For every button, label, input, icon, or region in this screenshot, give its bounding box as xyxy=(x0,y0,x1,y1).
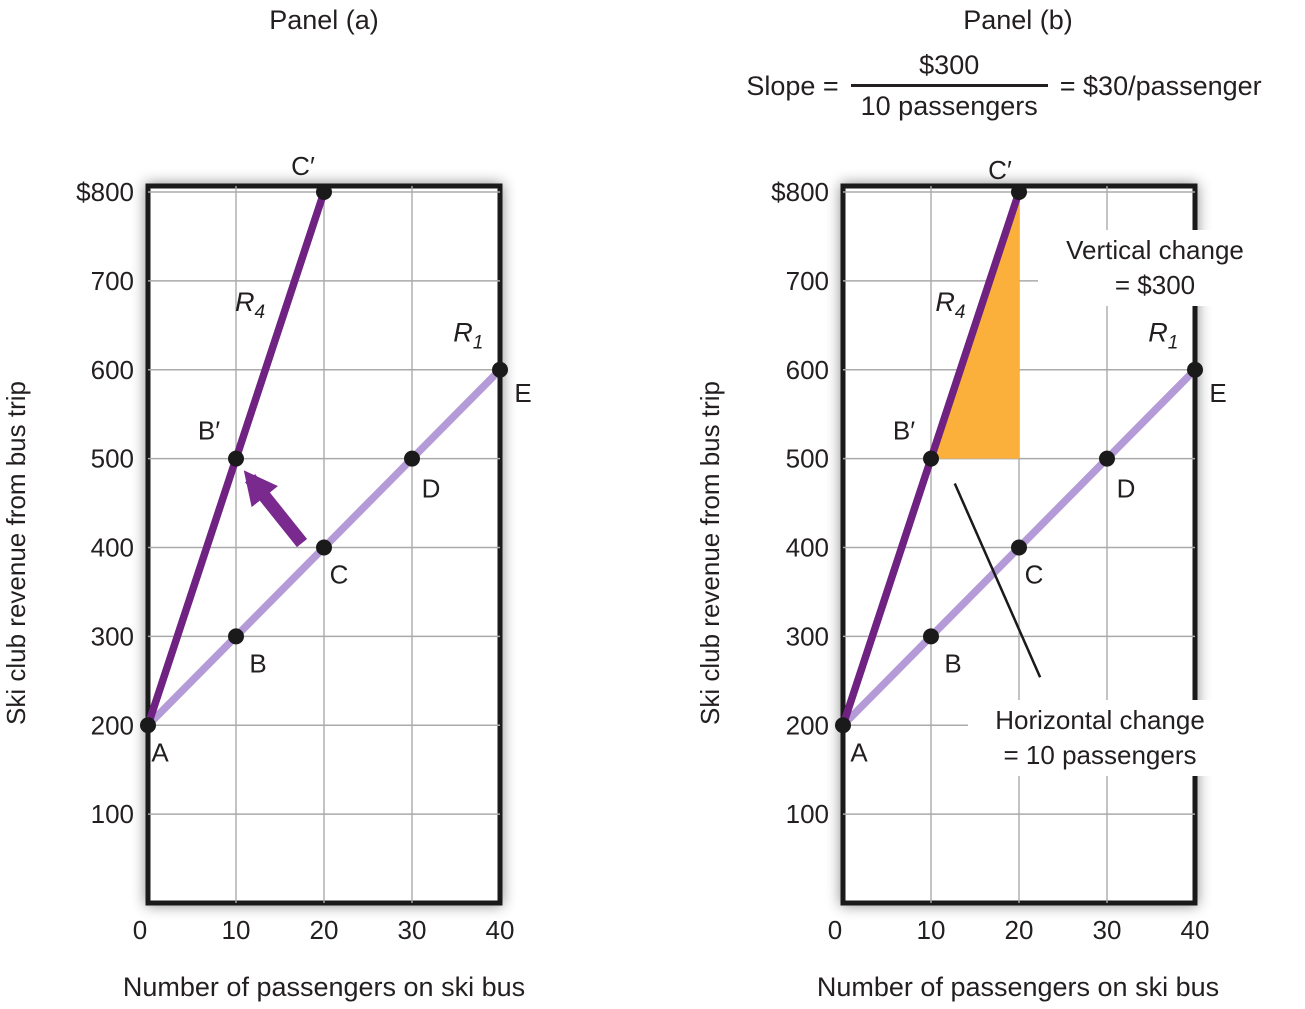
panel-a-title: Panel (a) xyxy=(269,5,379,35)
y-tick-label: 600 xyxy=(91,355,134,385)
y-tick-label: 700 xyxy=(91,266,134,296)
horizontal-change-line1: Horizontal change xyxy=(995,705,1205,735)
point-D xyxy=(1099,450,1115,467)
slope-formula: Slope = $300 10 passengers = $30/passeng… xyxy=(698,50,1305,122)
x-tick-label: 30 xyxy=(1093,915,1122,945)
y-tick-label: 500 xyxy=(91,444,134,474)
point-C′ xyxy=(316,184,332,200)
point-label-A: A xyxy=(850,737,868,767)
point-E xyxy=(1187,361,1203,378)
point-B′ xyxy=(228,450,244,467)
point-B xyxy=(228,628,244,645)
x-tick-label: 0 xyxy=(828,915,842,945)
y-tick-label: 100 xyxy=(91,799,134,829)
point-E xyxy=(492,361,508,378)
point-D xyxy=(404,450,420,467)
point-B′ xyxy=(923,450,939,467)
series-label-R4: R4 xyxy=(935,287,965,323)
point-A xyxy=(835,717,851,734)
point-label-C: C xyxy=(330,560,349,590)
point-label-D: D xyxy=(1117,474,1136,504)
y-tick-label: 600 xyxy=(786,355,829,385)
horizontal-change-pointer-line xyxy=(953,483,1042,678)
vertical-change-line2: = $300 xyxy=(1114,270,1196,301)
vertical-change-callout: Vertical change = $300 xyxy=(1038,230,1272,307)
point-C xyxy=(1011,539,1027,556)
point-A xyxy=(140,717,156,734)
y-tick-label: 500 xyxy=(786,444,829,474)
point-label-B: B xyxy=(944,648,961,678)
y-tick-label: 300 xyxy=(786,621,829,651)
point-label-D: D xyxy=(422,474,441,504)
y-tick-label: $800 xyxy=(76,177,134,207)
x-tick-label: 20 xyxy=(310,915,339,945)
slope-result: = $30/passenger xyxy=(1059,70,1262,101)
y-tick-label: 700 xyxy=(786,266,829,296)
y-tick-label: 100 xyxy=(786,799,829,829)
y-tick-label: 200 xyxy=(786,710,829,740)
y-tick-label: 300 xyxy=(91,621,134,651)
series-label-R1: R1 xyxy=(1148,317,1178,353)
x-tick-label: 40 xyxy=(486,915,515,945)
series-label-R1: R1 xyxy=(453,317,483,353)
x-tick-label: 20 xyxy=(1005,915,1034,945)
slope-fraction: $300 10 passengers xyxy=(850,50,1048,122)
panel-b-x-axis-label: Number of passengers on ski bus xyxy=(816,972,1220,1002)
x-tick-label: 40 xyxy=(1181,915,1210,945)
panel-a-chart: A B C D E R1 B′ C′ R4 100 200 300 400 500 600 700 $800 0 1… xyxy=(76,151,532,945)
point-C′ xyxy=(1011,184,1027,200)
panel-b-y-axis-label: Ski club revenue from bus trip xyxy=(695,381,725,725)
x-tick-label: 30 xyxy=(398,915,427,945)
panel-b-chart: A B C D E R1 B′ C′ R4 100 200 300 400 500 600 700 $800 0 1… xyxy=(771,155,1227,945)
point-label-C′: C′ xyxy=(291,151,315,181)
panel-b-title: Panel (b) xyxy=(963,5,1073,35)
series-label-R4: R4 xyxy=(235,287,265,323)
y-tick-label: $800 xyxy=(771,177,829,207)
y-tick-label: 200 xyxy=(91,710,134,740)
x-tick-label: 0 xyxy=(133,915,147,945)
panel-a-x-axis-label: Number of passengers on ski bus xyxy=(122,972,526,1002)
point-label-C′: C′ xyxy=(988,155,1012,185)
point-label-C: C xyxy=(1025,560,1044,590)
point-label-B: B xyxy=(249,648,266,678)
point-label-B′: B′ xyxy=(198,416,220,446)
point-B xyxy=(923,628,939,645)
point-label-A: A xyxy=(151,737,169,767)
x-tick-label: 10 xyxy=(917,915,946,945)
point-label-E: E xyxy=(514,378,531,408)
x-tick-label: 10 xyxy=(222,915,251,945)
slope-numerator: $300 xyxy=(919,50,980,80)
point-C xyxy=(316,539,332,556)
point-label-E: E xyxy=(1209,378,1226,408)
y-tick-label: 400 xyxy=(786,533,829,563)
slope-prefix: Slope = xyxy=(746,70,839,101)
horizontal-change-line2: = 10 passengers xyxy=(1003,740,1197,771)
panel-a-y-axis-label: Ski club revenue from bus trip xyxy=(1,381,31,725)
slope-denominator: 10 passengers xyxy=(850,84,1048,122)
point-label-B′: B′ xyxy=(893,416,915,446)
horizontal-change-callout: Horizontal change = 10 passengers xyxy=(968,700,1232,777)
shift-arrow xyxy=(243,470,308,548)
y-tick-label: 400 xyxy=(91,533,134,563)
vertical-change-line1: Vertical change xyxy=(1066,235,1244,265)
